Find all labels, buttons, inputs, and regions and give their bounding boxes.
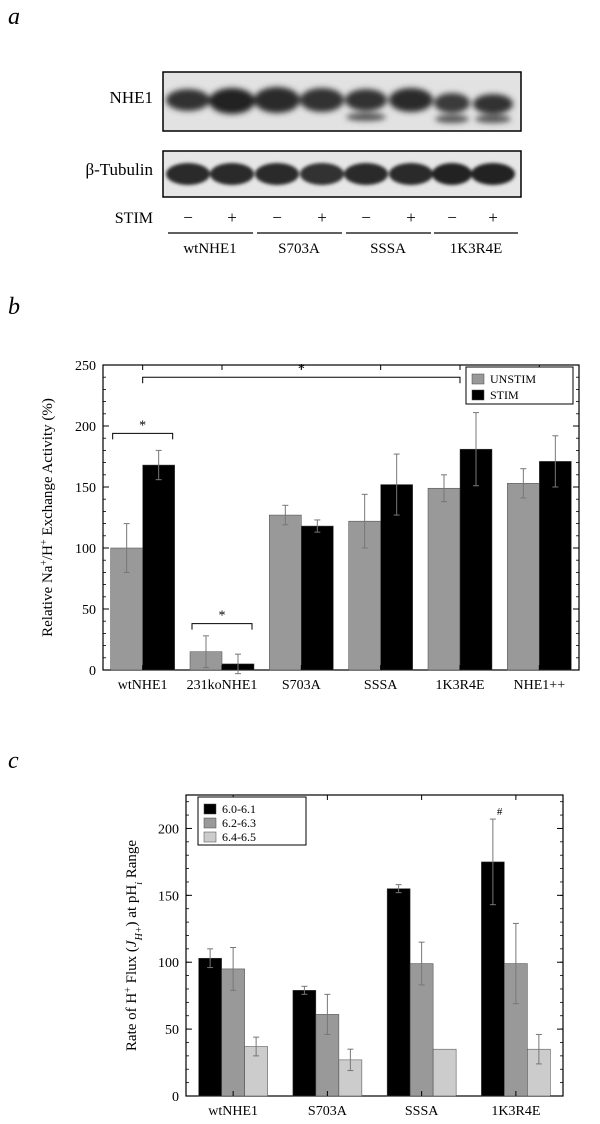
y-axis-label-part: Flux ( [124, 947, 140, 987]
y-tick-label: 50 [165, 1023, 179, 1038]
bar-STIM-S703A [301, 525, 334, 671]
stim-sign-5: − [361, 208, 371, 227]
y-tick-label: 250 [75, 359, 96, 374]
legend-swatch [203, 817, 217, 829]
x-category-label: 1K3R4E [436, 678, 485, 693]
plot-frame [102, 364, 580, 671]
stim-sign-6: + [406, 208, 416, 227]
bar-UNSTIM-S703A [269, 514, 302, 671]
bar-UNSTIM-NHE1++ [507, 483, 540, 671]
x-category-label: 1K3R4E [491, 1104, 540, 1119]
stim-sign-8: + [488, 208, 498, 227]
bar-6.4-6.5-SSSA [432, 1048, 457, 1097]
bar-STIM-NHE1++ [539, 461, 572, 671]
significance-bracket [191, 623, 253, 630]
legend-label: 6.0-6.1 [222, 802, 256, 816]
significance-mark: * [298, 362, 305, 377]
y-axis-label-part: Exchange Activity (%) [40, 398, 56, 539]
legend-swatch [471, 389, 485, 401]
group-label-sssa: SSSA [370, 241, 406, 257]
y-tick-label: 150 [158, 889, 179, 904]
y-axis-label: Rate of H+ Flux (JH+) at pHi Range [123, 840, 145, 1051]
x-category-label: S703A [308, 1104, 348, 1119]
y-axis-label-part: /H [40, 545, 56, 560]
panel-label-b: b [8, 294, 20, 320]
bar-6.0-6.1-SSSA [386, 888, 411, 1097]
y-tick-label: 100 [75, 542, 96, 557]
stim-row-label: STIM [115, 210, 153, 227]
x-category-label: SSSA [364, 678, 398, 693]
x-category-label: SSSA [405, 1104, 439, 1119]
y-axis-label-part: J [124, 939, 140, 947]
x-category-label: wtNHE1 [208, 1104, 258, 1119]
significance-bracket [142, 376, 461, 384]
y-axis-label-part: Range [124, 840, 140, 882]
bar-UNSTIM-1K3R4E [427, 487, 461, 671]
y-axis-label-part: Rate of H [124, 993, 140, 1051]
blot-row-label-nhe1: NHE1 [110, 88, 153, 107]
blot-row-label-tubulin: β-Tubulin [85, 160, 153, 179]
exchange-activity-chart: 0 50 100 150 200 250 wtNHE1 231koNHE1 S703A SSSA 1… [39, 359, 580, 693]
annotation-mark: # [497, 806, 503, 818]
legend-swatch [203, 831, 217, 843]
stim-sign-3: − [272, 208, 282, 227]
y-axis-label-part: + [39, 539, 50, 545]
panel-label-c: c [8, 748, 19, 774]
x-category-label: 231koNHE1 [187, 678, 258, 693]
blot-panel: NHE1 β-Tubulin STIM − [85, 71, 522, 257]
y-axis-label: Relative Na+/H+ Exchange Activity (%) [39, 398, 57, 637]
y-axis-label-part: + [39, 560, 50, 566]
stim-sign-7: − [447, 208, 457, 227]
tubulin-bands [166, 163, 515, 185]
y-tick-label: 0 [172, 1090, 179, 1105]
nhe1-bands [166, 87, 513, 123]
x-category-label: wtNHE1 [118, 678, 168, 693]
y-tick-label: 200 [158, 822, 179, 837]
significance-bracket [112, 432, 174, 440]
y-axis-label-part: + [123, 987, 134, 993]
bar-6.0-6.1-wtNHE1 [198, 957, 222, 1097]
legend-label: 6.2-6.3 [222, 816, 256, 830]
group-label-1k3r4e: 1K3R4E [450, 241, 503, 257]
y-tick-label: 200 [75, 420, 96, 435]
bar-6.0-6.1-S703A [292, 990, 317, 1097]
legend-label: UNSTIM [490, 372, 536, 386]
group-label-s703a: S703A [278, 241, 320, 257]
panel-label-a: a [8, 4, 20, 30]
y-tick-label: 50 [82, 603, 96, 618]
y-tick-label: 150 [75, 481, 96, 496]
legend-label: STIM [490, 388, 519, 402]
group-label-wtnhe1: wtNHE1 [183, 241, 236, 257]
y-axis-label-part: ) at pH [124, 885, 140, 927]
y-axis-label-part: Relative Na [40, 565, 56, 637]
y-axis-label-part: i [134, 882, 145, 885]
proton-flux-chart: 0 50 100 150 200 wtNHE1 S703A SSSA 1K3R4E #6.0-6.… [123, 794, 564, 1119]
significance-mark: * [219, 609, 226, 624]
x-category-label: NHE1++ [514, 678, 566, 693]
stim-sign-1: − [183, 208, 193, 227]
legend-swatch [471, 373, 485, 385]
legend-swatch [203, 803, 217, 815]
significance-mark: * [139, 418, 146, 433]
y-tick-label: 0 [89, 664, 96, 679]
bar-STIM-wtNHE1 [142, 464, 175, 671]
y-tick-label: 100 [158, 956, 179, 971]
stim-sign-2: + [227, 208, 237, 227]
plot-frame [185, 794, 564, 1097]
stim-sign-4: + [317, 208, 327, 227]
x-category-label: S703A [282, 678, 322, 693]
y-axis-label-part: H+ [134, 926, 145, 941]
legend-label: 6.4-6.5 [222, 830, 256, 844]
